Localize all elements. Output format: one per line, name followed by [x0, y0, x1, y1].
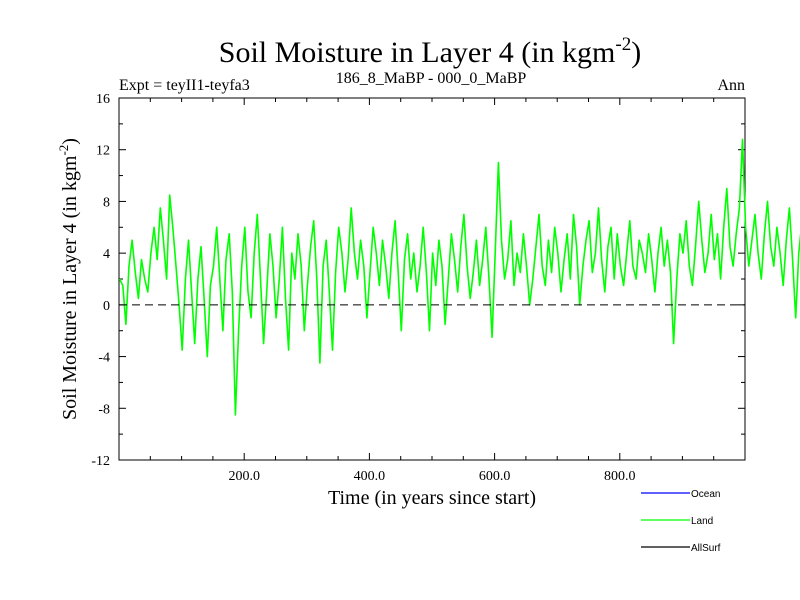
series-group [118, 138, 800, 416]
x-axis-label: Time (in years since start) [328, 487, 536, 509]
y-tick-label: 16 [96, 92, 110, 107]
y-axis-label-main: Soil Moisture in Layer 4 (in kgm [59, 155, 81, 420]
series-line-land [118, 138, 800, 416]
y-tick-label: 8 [103, 195, 110, 210]
y-axis-ticks: -12 -8 -4 0 4 8 12 16 [91, 92, 745, 469]
legend-label-land: Land [691, 516, 713, 527]
y-axis-label: Soil Moisture in Layer 4 (in kgm-2) [56, 138, 81, 420]
x-axis-ticks: 200.0 400.0 600.0 800.0 [149, 98, 715, 484]
y-tick-label: 0 [103, 299, 110, 314]
subtitle-center: 186_8_MaBP - 000_0_MaBP [336, 70, 527, 87]
y-tick-label: 12 [96, 144, 110, 159]
y-axis-label-superscript: -2 [56, 145, 71, 156]
chart-title-main: Soil Moisture in Layer 4 (in kgm [219, 36, 616, 69]
y-tick-label: -12 [91, 454, 110, 469]
y-tick-label: -4 [98, 351, 110, 366]
x-tick-label: 800.0 [604, 469, 636, 484]
chart-title-superscript: -2 [615, 34, 631, 55]
chart-title-suffix: ) [631, 36, 641, 69]
y-tick-label: 4 [103, 247, 110, 262]
x-tick-label: 200.0 [228, 469, 260, 484]
subtitle-left: Expt = teyII1-teyfa3 [119, 77, 250, 94]
chart-title: Soil Moisture in Layer 4 (in kgm-2) [219, 34, 641, 69]
legend-label-allsurf: AllSurf [691, 543, 721, 554]
legend: Ocean Land AllSurf [641, 489, 721, 554]
legend-label-ocean: Ocean [691, 489, 720, 500]
x-tick-label: 400.0 [354, 469, 386, 484]
subtitle-right: Ann [717, 77, 745, 94]
y-axis-label-suffix: ) [59, 138, 81, 145]
y-tick-label: -8 [98, 402, 110, 417]
x-tick-label: 600.0 [479, 469, 511, 484]
